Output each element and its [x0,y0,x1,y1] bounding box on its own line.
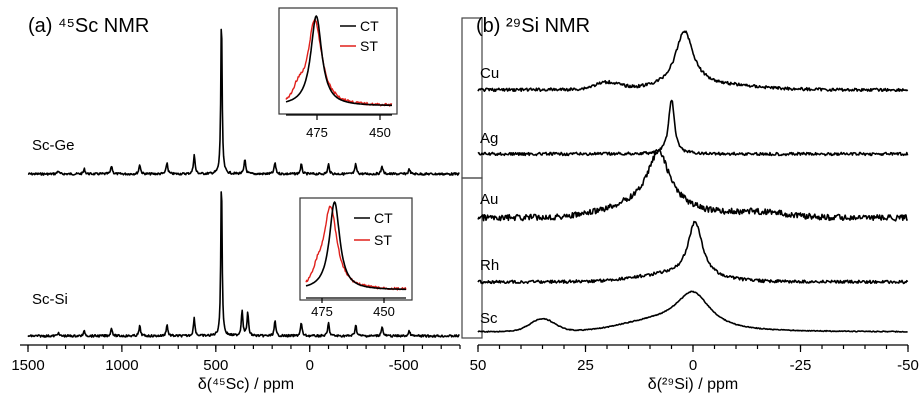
inset-sc-si-tick-label-475: 475 [311,304,333,319]
panel-a: (a) ⁴⁵Sc NMR Sc-Ge Sc-Si 1500 1000 500 0 -50… [11,7,483,393]
panel-a-tick-label: 500 [203,357,228,374]
inset-sc-ge-tick-label-475: 475 [306,125,328,140]
panel-b-tick-label: -25 [790,357,812,374]
si-series-labels: Cu Ag Au Rh Sc [480,65,499,327]
inset-sc-si: 475 450 CT ST [299,197,413,319]
sc-si-peak-box [461,177,483,339]
inset-sc-ge-legend-ct: CT [360,18,379,34]
spectrum-au [477,148,908,222]
inset-ct-curve [305,201,407,291]
inset-sc-si-curves [305,201,407,291]
panel-b-tick-label: 50 [470,357,487,374]
panel-a-x-label: δ(⁴⁵Sc) / ppm [198,376,294,393]
label-sc-si: Sc-Si [32,291,68,308]
panel-a-tick-label: 1000 [105,357,138,374]
inset-sc-si-legend-st: ST [374,232,392,248]
inset-sc-si-legend-ct: CT [374,210,393,226]
panel-b-title: (b) ²⁹Si NMR [476,15,590,37]
panel-a-tick-label: 1500 [11,357,44,374]
panel-b-tick-label: 0 [689,357,697,374]
spectrum-cu [477,30,909,93]
panel-b-tick-label: 25 [577,357,594,374]
spectrum-sc [477,290,908,333]
panel-b-x-ticks: 50 25 0 -25 -50 [470,345,919,374]
panel-a-tick-label: 0 [306,357,314,374]
panel-b-tick-label: -50 [897,357,919,374]
panel-b-x-label: δ(²⁹Si) / ppm [648,376,738,393]
panel-b: (b) ²⁹Si NMR Cu Ag Au Rh Sc 50 25 0 -25 -50 δ(²⁹… [470,15,919,393]
label-cu: Cu [480,65,499,82]
inset-sc-ge: 475 450 CT ST [278,7,398,140]
inset-sc-ge-tick-label-450: 450 [369,125,391,140]
si-spectra [477,30,909,333]
label-au: Au [480,191,498,208]
label-sc-ge: Sc-Ge [32,137,75,154]
panel-a-x-ticks: 1500 1000 500 0 -500 [11,345,461,374]
label-rh: Rh [480,257,499,274]
label-ag: Ag [480,130,498,147]
spectrum-ag [477,99,909,157]
inset-sc-si-frame [299,197,413,301]
inset-ct-curve [285,15,392,107]
spectrum-rh [477,220,909,285]
spectrum-sc-si [27,191,460,338]
spectrum-sc-ge [27,28,460,176]
sc-spectra [27,28,460,338]
inset-sc-si-tick-label-450: 450 [373,304,395,319]
inset-sc-ge-legend-st: ST [360,38,378,54]
inset-sc-ge-curves [285,15,393,107]
label-sc: Sc [480,310,498,327]
panel-a-title: (a) ⁴⁵Sc NMR [28,15,149,37]
panel-a-tick-label: -500 [389,357,419,374]
